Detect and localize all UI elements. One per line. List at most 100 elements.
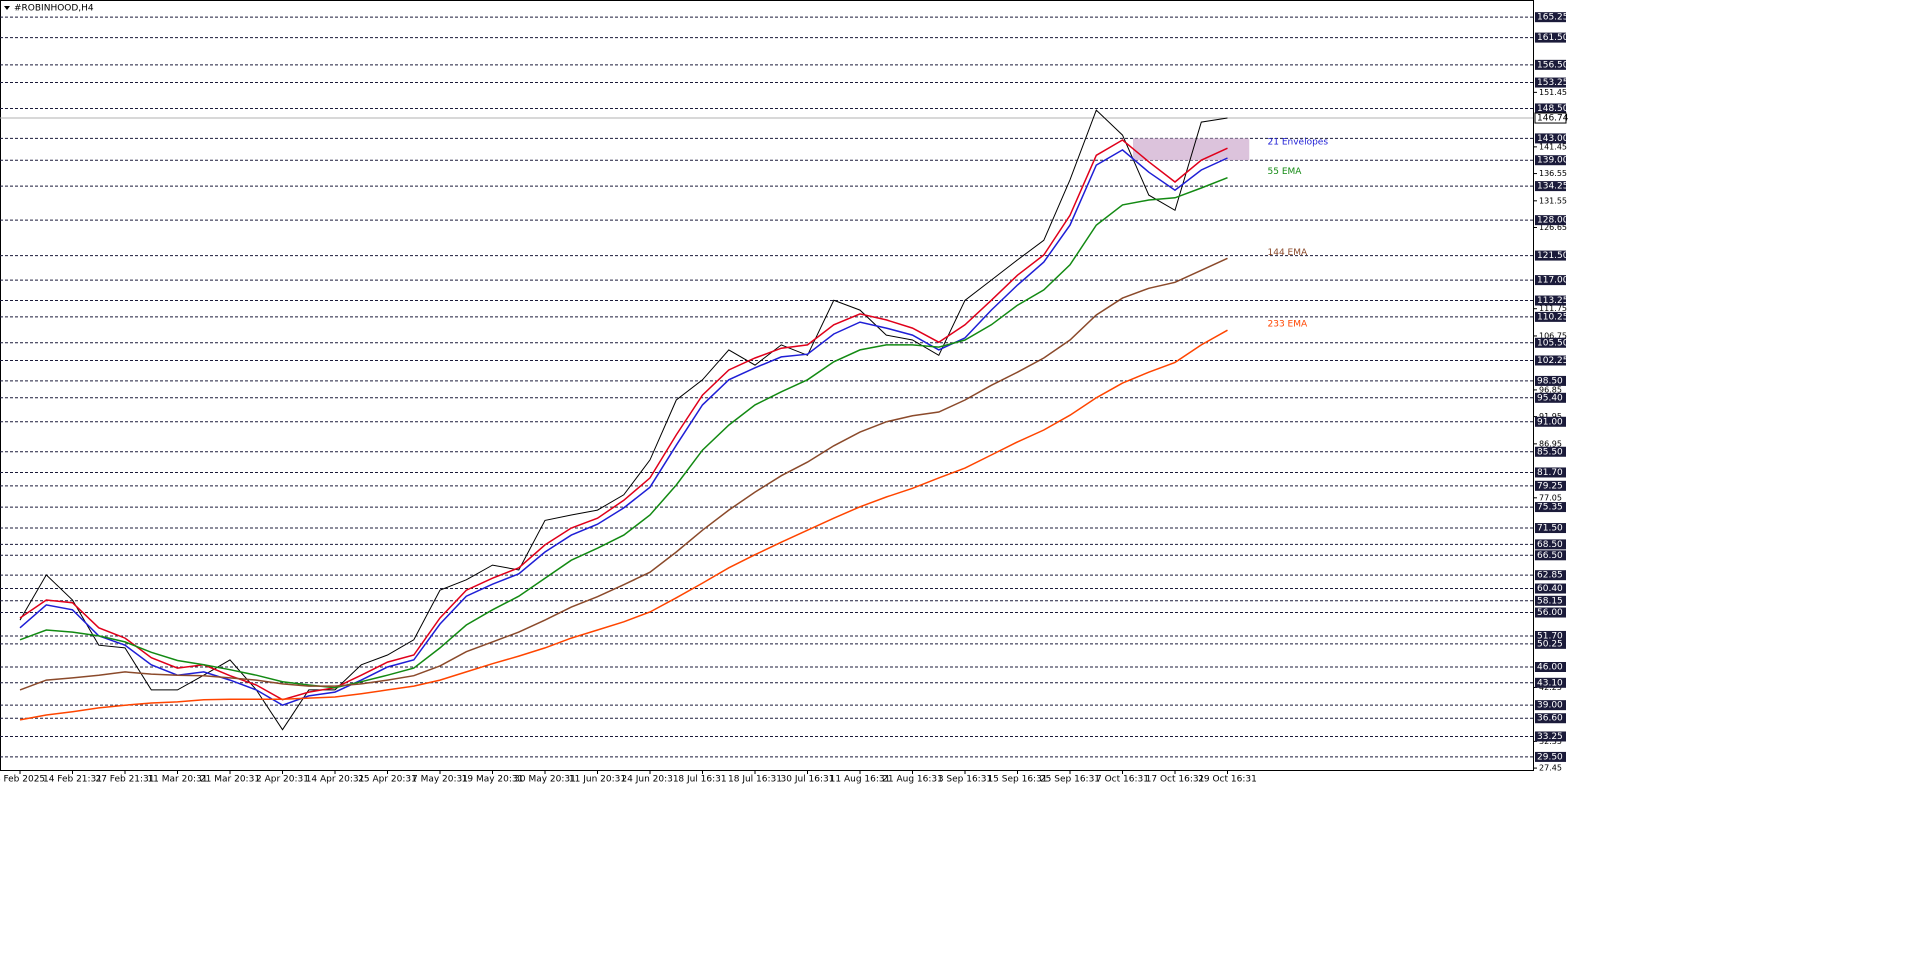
level-label-box bbox=[1535, 446, 1566, 457]
indicator-label: 55 EMA bbox=[1268, 167, 1303, 177]
level-label-box bbox=[1535, 103, 1566, 114]
level-label-box bbox=[1535, 480, 1566, 491]
level-label: 95.40 bbox=[1537, 393, 1563, 403]
level-label: 156.50 bbox=[1537, 60, 1569, 70]
level-label: 79.25 bbox=[1537, 481, 1563, 491]
y-tick-label: 136.55 bbox=[1539, 169, 1567, 178]
y-tick-label: 106.75 bbox=[1539, 331, 1567, 340]
level-label-box bbox=[1535, 155, 1566, 166]
x-tick-label: 7 May 20:31 bbox=[412, 775, 468, 785]
x-tick-label: 14 Feb 21:31 bbox=[43, 775, 102, 785]
x-tick-label: 3 Sep 16:31 bbox=[938, 775, 992, 785]
level-label-box bbox=[1535, 700, 1566, 711]
level-label-box bbox=[1535, 570, 1566, 581]
level-label: 139.00 bbox=[1537, 156, 1569, 166]
level-label: 165.25 bbox=[1537, 13, 1569, 23]
x-tick-label: 29 Oct 16:31 bbox=[1198, 775, 1257, 785]
level-label: 60.40 bbox=[1537, 584, 1563, 594]
plot-frame bbox=[0, 0, 1534, 771]
x-tick-label: 11 Mar 20:31 bbox=[147, 775, 207, 785]
level-label: 50.25 bbox=[1537, 639, 1563, 649]
level-label-box bbox=[1535, 59, 1566, 70]
x-tick-label: 8 Jul 16:31 bbox=[678, 775, 726, 785]
level-label: 110.25 bbox=[1537, 312, 1569, 322]
indicator-label: 144 EMA bbox=[1268, 248, 1308, 258]
x-tick-label: 30 Jul 16:31 bbox=[781, 775, 835, 785]
level-label: 148.50 bbox=[1537, 104, 1569, 114]
level-label: 66.50 bbox=[1537, 551, 1563, 561]
chart-title: #ROBINHOOD,H4 bbox=[14, 4, 94, 14]
x-tick-label: 4 Feb 2025 bbox=[0, 775, 45, 785]
level-label: 75.35 bbox=[1537, 503, 1563, 513]
level-label: 58.15 bbox=[1537, 596, 1563, 606]
level-label: 62.85 bbox=[1537, 571, 1563, 581]
level-label-box bbox=[1535, 275, 1566, 286]
y-tick-label: 77.05 bbox=[1539, 493, 1562, 502]
level-label-box bbox=[1535, 583, 1566, 594]
level-label: 128.00 bbox=[1537, 216, 1569, 226]
level-label: 153.25 bbox=[1537, 78, 1569, 88]
level-label: 33.25 bbox=[1537, 732, 1563, 742]
zone bbox=[1133, 138, 1250, 161]
level-label-box bbox=[1535, 416, 1566, 427]
level-label-box bbox=[1535, 523, 1566, 534]
x-tick-label: 21 Aug 16:31 bbox=[882, 775, 943, 785]
indicator-line bbox=[19, 329, 1228, 721]
level-label-box bbox=[1535, 467, 1566, 478]
x-tick-label: 24 Jun 20:31 bbox=[621, 775, 678, 785]
x-tick-label: 18 Jul 16:31 bbox=[728, 775, 782, 785]
level-label: 143.00 bbox=[1537, 134, 1569, 144]
indicator-line bbox=[19, 177, 1228, 689]
level-label: 85.50 bbox=[1537, 447, 1563, 457]
indicator-line bbox=[19, 139, 1228, 701]
level-label: 56.00 bbox=[1537, 608, 1563, 618]
level-label: 68.50 bbox=[1537, 540, 1563, 550]
y-tick-label: 91.95 bbox=[1539, 412, 1562, 421]
y-tick-label: 27.45 bbox=[1539, 764, 1562, 773]
level-label-box bbox=[1535, 677, 1566, 688]
x-tick-label: 30 May 20:31 bbox=[514, 775, 576, 785]
level-label: 121.50 bbox=[1537, 251, 1569, 261]
x-tick-label: 11 Jun 20:31 bbox=[569, 775, 626, 785]
level-label-box bbox=[1535, 392, 1566, 403]
price-line bbox=[19, 109, 1228, 731]
y-tick-label: 141.45 bbox=[1539, 142, 1567, 151]
x-tick-label: 2 Apr 20:31 bbox=[256, 775, 309, 785]
level-label-box bbox=[1535, 355, 1566, 366]
y-tick-label: 111.75 bbox=[1539, 304, 1567, 313]
level-label-box bbox=[1535, 638, 1566, 649]
level-label-box bbox=[1535, 337, 1566, 348]
level-label-box bbox=[1535, 215, 1566, 226]
level-label: 71.50 bbox=[1537, 524, 1563, 534]
level-label-box bbox=[1535, 630, 1566, 641]
x-tick-label: 14 Apr 20:31 bbox=[306, 775, 365, 785]
level-label: 117.00 bbox=[1537, 276, 1569, 286]
level-label: 134.25 bbox=[1537, 182, 1569, 192]
level-label-box bbox=[1535, 77, 1566, 88]
level-label: 51.70 bbox=[1537, 631, 1563, 641]
x-tick-label: 15 Sep 16:31 bbox=[987, 775, 1047, 785]
level-label-box bbox=[1535, 295, 1566, 306]
x-tick-label: 19 May 20:31 bbox=[462, 775, 524, 785]
y-tick-label: 151.45 bbox=[1539, 88, 1567, 97]
level-label-box bbox=[1535, 662, 1566, 673]
level-label-box bbox=[1535, 311, 1566, 322]
level-label-box bbox=[1535, 32, 1566, 43]
indicator-line bbox=[19, 257, 1228, 691]
level-label-box bbox=[1535, 375, 1566, 386]
last-price-box bbox=[1534, 112, 1567, 124]
level-label: 36.60 bbox=[1537, 714, 1563, 724]
level-label-box bbox=[1535, 713, 1566, 724]
level-label-box bbox=[1535, 595, 1566, 606]
x-tick-label: 7 Oct 16:31 bbox=[1096, 775, 1149, 785]
x-tick-label: 17 Oct 16:31 bbox=[1146, 775, 1205, 785]
level-label-box bbox=[1535, 12, 1566, 23]
y-tick-label: 126.65 bbox=[1539, 223, 1567, 232]
level-label: 46.00 bbox=[1537, 663, 1563, 673]
x-tick-label: 25 Sep 16:31 bbox=[1040, 775, 1100, 785]
level-label: 81.70 bbox=[1537, 468, 1563, 478]
level-label-box bbox=[1535, 607, 1566, 618]
level-label: 113.25 bbox=[1537, 296, 1569, 306]
x-tick-label: 11 Aug 16:31 bbox=[830, 775, 891, 785]
menu-arrow[interactable] bbox=[4, 6, 10, 10]
